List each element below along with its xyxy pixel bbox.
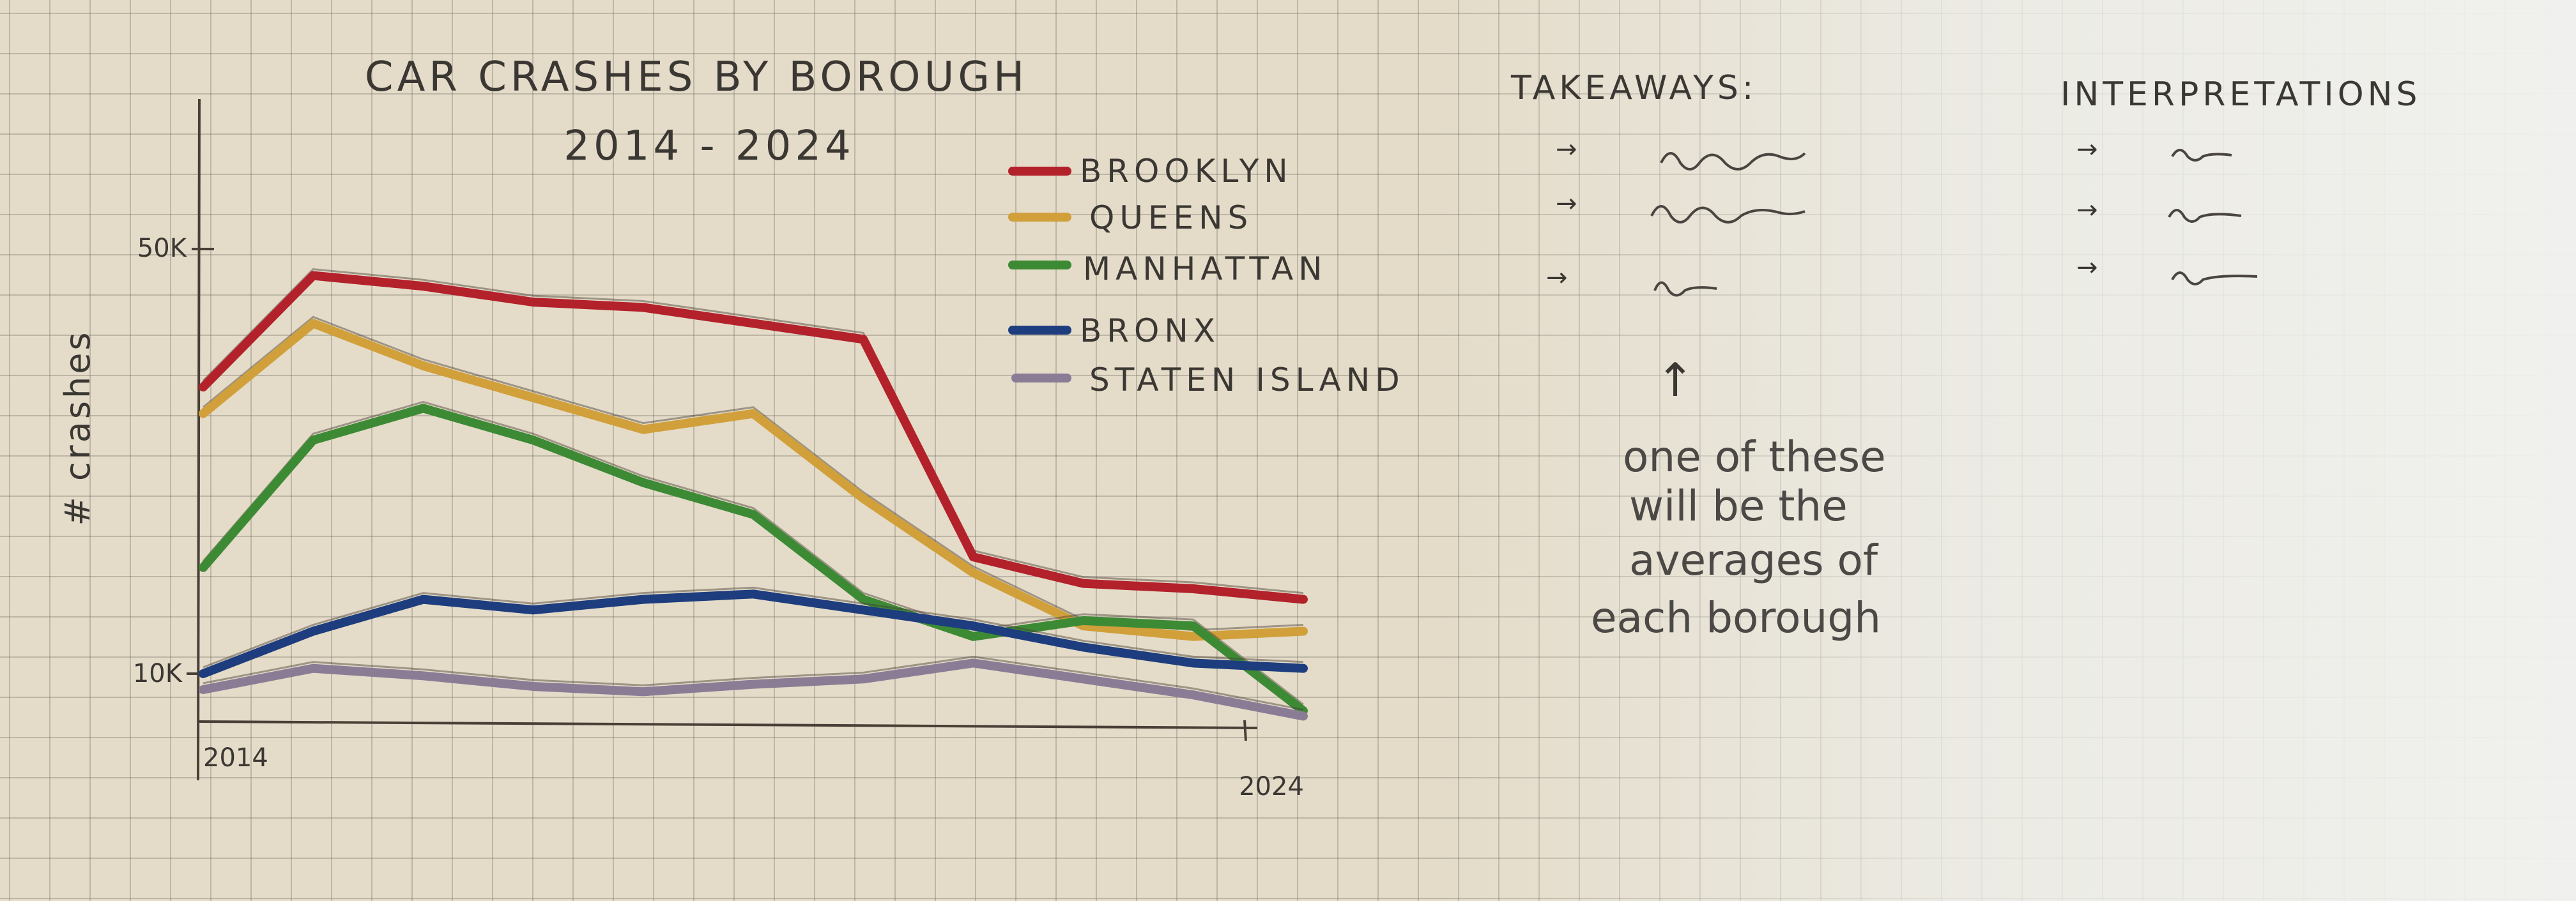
interpretation-arrow-1: → xyxy=(2076,135,2098,164)
y-tick-label-10k: 10K xyxy=(133,659,183,688)
series-line-manhattan xyxy=(199,404,1308,716)
interpretation-squiggle-3 xyxy=(2171,271,2258,285)
series-line-queens xyxy=(199,319,1308,641)
pencil-guide-bronx xyxy=(203,586,1304,669)
interpretation-squiggle-2 xyxy=(2168,209,2242,223)
legend-label-brooklyn: BROOKLYN xyxy=(1080,153,1293,190)
takeaway-arrow-3: → xyxy=(1546,263,1568,292)
pencil-guide-brooklyn xyxy=(202,268,1304,594)
interpretation-squiggle-1 xyxy=(2171,149,2232,162)
series-lines xyxy=(199,268,1308,721)
takeaway-squiggle-2 xyxy=(1650,205,1805,223)
annotation-line-1: one of these xyxy=(1623,432,1886,481)
up-arrow: ↑ xyxy=(1656,353,1694,407)
series-line-staten-island xyxy=(199,658,1308,721)
takeaway-arrow-1: → xyxy=(1556,135,1577,164)
legend-label-queens: QUEENS xyxy=(1089,199,1253,236)
interpretations-heading: INTERPRETATIONS xyxy=(2060,75,2421,114)
legend-label-staten-island: STATEN ISLAND xyxy=(1089,361,1405,398)
annotation-line-3: averages of xyxy=(1629,536,1879,585)
legend: BROOKLYN QUEENS MANHATTAN BRONX STATEN I… xyxy=(1008,153,1405,398)
legend-label-bronx: BRONX xyxy=(1080,312,1220,349)
series-line-bronx xyxy=(199,589,1308,678)
pencil-guide-staten-island xyxy=(203,655,1304,711)
x-tick-label-2024: 2024 xyxy=(1239,772,1304,801)
interpretations-section: INTERPRETATIONS → → → xyxy=(2060,75,2421,285)
chart-title: CAR CRASHES BY BOROUGH xyxy=(365,54,1028,101)
takeaway-arrow-2: → xyxy=(1556,189,1577,218)
interpretation-arrow-2: → xyxy=(2076,195,2098,225)
x-axis-end-tick xyxy=(1243,720,1247,741)
annotation-line-2: will be the xyxy=(1629,481,1848,531)
takeaways-heading: TAKEAWAYS: xyxy=(1510,69,1757,107)
annotation-line-4: each borough xyxy=(1591,593,1881,642)
pencil-guide-manhattan xyxy=(202,400,1304,706)
takeaway-squiggle-1 xyxy=(1660,152,1806,170)
series-line-brooklyn xyxy=(199,271,1308,604)
y-tick-label-50k: 50K xyxy=(137,234,188,263)
takeaway-squiggle-3 xyxy=(1653,281,1717,297)
interpretation-arrow-3: → xyxy=(2076,253,2098,282)
x-axis-line xyxy=(199,720,1258,729)
y-axis-line xyxy=(197,98,201,781)
y-axis-label: # crashes xyxy=(57,329,98,526)
takeaways-section: TAKEAWAYS: → → → ↑ one of these will be … xyxy=(1510,69,1886,642)
legend-label-manhattan: MANHATTAN xyxy=(1083,250,1328,287)
x-tick-label-2014: 2014 xyxy=(203,743,268,773)
chart-subtitle: 2014 - 2024 xyxy=(564,123,855,170)
